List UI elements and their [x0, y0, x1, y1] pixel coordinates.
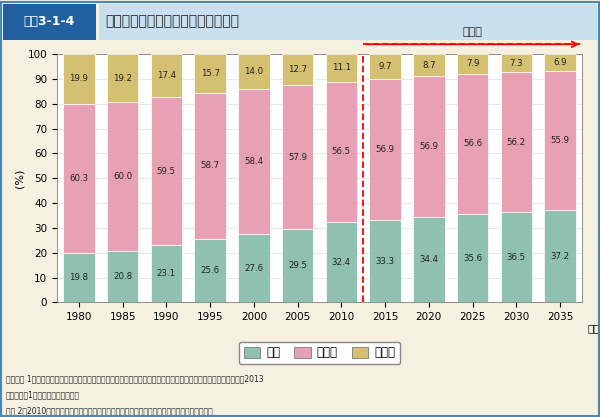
- Bar: [544, 210, 576, 302]
- Text: 56.9: 56.9: [419, 142, 439, 151]
- Text: 推計値: 推計値: [463, 27, 482, 37]
- Bar: [413, 76, 445, 217]
- Bar: [457, 54, 488, 73]
- Text: 19.2: 19.2: [113, 73, 132, 83]
- Text: 57.9: 57.9: [288, 153, 307, 162]
- Bar: [238, 89, 269, 234]
- Bar: [326, 82, 357, 222]
- Text: 56.5: 56.5: [332, 147, 351, 156]
- Text: 33.3: 33.3: [376, 256, 395, 266]
- Bar: [194, 93, 226, 239]
- Text: 19.8: 19.8: [70, 273, 88, 282]
- Bar: [63, 253, 95, 302]
- Text: 55.9: 55.9: [551, 136, 569, 145]
- Text: 14.0: 14.0: [244, 67, 263, 76]
- Bar: [282, 85, 313, 229]
- Text: 7.3: 7.3: [509, 59, 523, 68]
- Text: 60.0: 60.0: [113, 172, 132, 181]
- Text: 単独世帯の割合が年々増加している: 単独世帯の割合が年々増加している: [105, 14, 239, 28]
- Bar: [282, 54, 313, 85]
- Bar: [151, 98, 182, 245]
- Text: 34.4: 34.4: [419, 255, 439, 264]
- Text: （備考） 1．総務省「国勢調査」及び国立社会保障・人口問題研究所「日本の世帯数の将来推計（全国推計）」（2013: （備考） 1．総務省「国勢調査」及び国立社会保障・人口問題研究所「日本の世帯数の…: [6, 374, 263, 383]
- Text: 37.2: 37.2: [551, 252, 569, 261]
- Bar: [107, 54, 139, 102]
- Bar: [151, 54, 182, 98]
- Bar: [500, 54, 532, 72]
- Text: 年1月推計）により作成。: 年1月推計）により作成。: [6, 391, 80, 400]
- Bar: [370, 220, 401, 302]
- Text: 58.4: 58.4: [244, 157, 263, 166]
- Bar: [151, 245, 182, 302]
- Text: 11.1: 11.1: [332, 63, 351, 73]
- Text: 17.4: 17.4: [157, 71, 176, 80]
- Y-axis label: (%): (%): [15, 168, 25, 188]
- Bar: [194, 54, 226, 93]
- Bar: [544, 54, 576, 71]
- Bar: [544, 71, 576, 210]
- Bar: [282, 229, 313, 302]
- Text: 12.7: 12.7: [288, 65, 307, 74]
- Bar: [457, 73, 488, 214]
- Bar: [413, 54, 445, 76]
- Bar: [370, 78, 401, 220]
- Text: 32.4: 32.4: [332, 258, 351, 266]
- Text: 図表3-1-4: 図表3-1-4: [23, 15, 75, 28]
- Text: 35.6: 35.6: [463, 254, 482, 263]
- Bar: [107, 102, 139, 251]
- Bar: [326, 222, 357, 302]
- Bar: [107, 251, 139, 302]
- Text: 60.3: 60.3: [70, 174, 88, 183]
- Text: 20.8: 20.8: [113, 272, 132, 281]
- Text: 56.6: 56.6: [463, 139, 482, 148]
- Bar: [500, 212, 532, 302]
- Bar: [63, 54, 95, 103]
- Bar: [370, 55, 401, 78]
- Text: 23.1: 23.1: [157, 269, 176, 278]
- Text: 59.5: 59.5: [157, 167, 176, 176]
- Bar: [63, 103, 95, 253]
- Bar: [413, 217, 445, 302]
- Text: 8.7: 8.7: [422, 60, 436, 70]
- Bar: [194, 239, 226, 302]
- Text: 2．2010年については国勢調査の結果を基に国立社会保障・人口問題研究所が算出した。: 2．2010年については国勢調査の結果を基に国立社会保障・人口問題研究所が算出し…: [6, 406, 213, 415]
- Text: 15.7: 15.7: [200, 69, 220, 78]
- Text: 29.5: 29.5: [288, 261, 307, 270]
- Text: 36.5: 36.5: [507, 253, 526, 261]
- FancyBboxPatch shape: [3, 3, 96, 40]
- Text: 58.7: 58.7: [200, 161, 220, 171]
- Text: 56.2: 56.2: [507, 138, 526, 146]
- Legend: 単独, 核家族, その他: 単独, 核家族, その他: [239, 342, 400, 364]
- Bar: [238, 234, 269, 302]
- Text: 56.9: 56.9: [376, 145, 395, 153]
- Text: 9.7: 9.7: [379, 62, 392, 71]
- Text: 27.6: 27.6: [244, 264, 263, 273]
- Bar: [457, 214, 488, 302]
- Text: 19.9: 19.9: [70, 74, 88, 83]
- FancyBboxPatch shape: [99, 3, 597, 40]
- Text: 25.6: 25.6: [200, 266, 220, 275]
- Bar: [326, 54, 357, 82]
- Text: （年）: （年）: [587, 324, 600, 334]
- Text: 6.9: 6.9: [553, 58, 567, 67]
- Bar: [500, 72, 532, 212]
- Text: 7.9: 7.9: [466, 59, 479, 68]
- Bar: [238, 54, 269, 89]
